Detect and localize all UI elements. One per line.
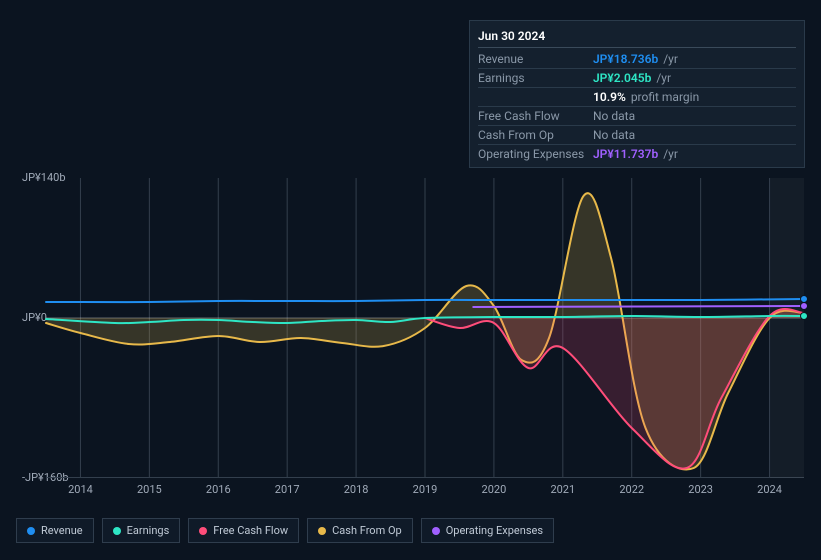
tooltip-row: 10.9% profit margin <box>478 88 796 107</box>
legend-item-free-cash-flow[interactable]: Free Cash Flow <box>188 518 299 543</box>
legend: Revenue Earnings Free Cash Flow Cash From O… <box>16 518 554 543</box>
tooltip-row-value: JP¥18.736b /yr <box>593 52 796 66</box>
legend-swatch <box>113 527 121 535</box>
tooltip-date: Jun 30 2024 <box>478 27 796 48</box>
x-axis-label: 2020 <box>482 483 507 496</box>
x-axis-label: 2019 <box>413 483 438 496</box>
legend-item-cash-from-op[interactable]: Cash From Op <box>307 518 413 543</box>
x-axis-label: 2023 <box>688 483 713 496</box>
x-axis-label: 2024 <box>757 483 782 496</box>
legend-item-operating-expenses[interactable]: Operating Expenses <box>421 518 554 543</box>
tooltip-row-label: Earnings <box>478 71 593 85</box>
x-axis-label: 2021 <box>550 483 575 496</box>
x-axis-label: 2018 <box>344 483 369 496</box>
legend-swatch <box>199 527 207 535</box>
tooltip-row-value: 10.9% profit margin <box>593 90 796 104</box>
legend-label: Free Cash Flow <box>213 524 288 537</box>
legend-label: Revenue <box>41 524 83 537</box>
legend-swatch <box>318 527 326 535</box>
tooltip-row-label: Cash From Op <box>478 128 593 142</box>
plot-area[interactable] <box>46 178 804 478</box>
tooltip-row-label: Free Cash Flow <box>478 109 593 123</box>
x-axis-label: 2015 <box>137 483 162 496</box>
tooltip-row-value: No data <box>593 128 796 142</box>
y-axis-label: JP¥0 <box>22 311 47 324</box>
legend-label: Cash From Op <box>332 524 402 537</box>
legend-item-earnings[interactable]: Earnings <box>102 518 181 543</box>
legend-swatch <box>27 527 35 535</box>
x-axis-label: 2014 <box>68 483 93 496</box>
tooltip-panel: Jun 30 2024 RevenueJP¥18.736b /yrEarning… <box>469 20 805 168</box>
tooltip-row-value: JP¥2.045b /yr <box>593 71 796 85</box>
tooltip-row-label: Revenue <box>478 52 593 66</box>
legend-swatch <box>432 527 440 535</box>
tooltip-row-label <box>478 90 593 104</box>
tooltip-row: Cash From OpNo data <box>478 126 796 145</box>
tooltip-row: Free Cash FlowNo data <box>478 107 796 126</box>
legend-label: Operating Expenses <box>446 524 543 537</box>
x-axis-label: 2017 <box>275 483 300 496</box>
legend-label: Earnings <box>127 524 170 537</box>
tooltip-row: EarningsJP¥2.045b /yr <box>478 69 796 88</box>
tooltip-row-value: No data <box>593 109 796 123</box>
x-axis-label: 2022 <box>619 483 644 496</box>
financial-chart: JP¥140bJP¥0-JP¥160b 20142015201620172018… <box>16 158 805 508</box>
x-axis-label: 2016 <box>206 483 231 496</box>
legend-item-revenue[interactable]: Revenue <box>16 518 94 543</box>
tooltip-row: RevenueJP¥18.736b /yr <box>478 50 796 69</box>
